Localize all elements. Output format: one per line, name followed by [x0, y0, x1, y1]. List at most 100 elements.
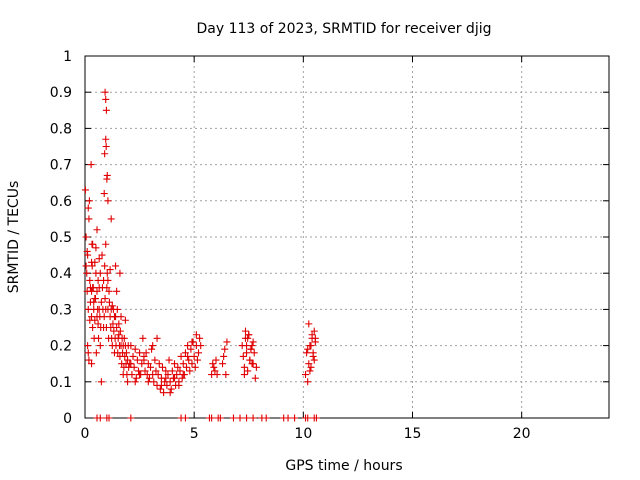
data-point	[92, 244, 100, 252]
data-point	[309, 349, 317, 357]
data-point	[148, 345, 156, 353]
data-point	[129, 352, 137, 360]
data-point	[88, 360, 96, 368]
data-point	[160, 389, 168, 397]
data-point	[311, 334, 319, 342]
data-point	[103, 171, 111, 179]
data-point	[153, 334, 161, 342]
data-point	[305, 320, 313, 328]
data-point	[302, 371, 310, 379]
data-point	[88, 287, 96, 295]
data-point	[304, 414, 312, 422]
data-point	[107, 324, 115, 331]
data-point	[305, 360, 313, 368]
x-tick-label: 20	[513, 426, 531, 442]
data-point	[100, 324, 108, 331]
data-point	[112, 262, 120, 270]
data-point	[102, 143, 110, 150]
data-point	[95, 334, 103, 342]
data-point	[87, 161, 95, 169]
data-point	[86, 316, 94, 324]
data-point	[173, 371, 181, 379]
data-point	[113, 324, 121, 331]
data-point	[107, 215, 115, 223]
data-point	[85, 215, 93, 223]
data-point	[190, 352, 198, 360]
data-point	[154, 371, 162, 379]
data-point	[178, 374, 186, 382]
data-point	[81, 186, 89, 194]
data-point	[85, 197, 93, 205]
data-point	[101, 262, 109, 270]
data-point	[105, 298, 113, 306]
data-point	[243, 414, 251, 422]
data-point	[127, 360, 135, 368]
y-tick-label: 0.6	[50, 194, 72, 210]
x-axis-label: GPS time / hours	[285, 458, 402, 474]
data-point	[306, 367, 314, 375]
data-point	[142, 349, 150, 357]
data-point	[179, 371, 187, 379]
data-point	[249, 360, 257, 368]
y-tick-label: 0.3	[50, 302, 72, 318]
data-point	[102, 95, 110, 103]
data-point	[248, 342, 256, 350]
data-point	[141, 367, 149, 375]
data-point	[96, 414, 104, 422]
y-tick-label: 0.5	[50, 230, 72, 246]
data-point	[98, 251, 106, 259]
data-point	[179, 360, 187, 368]
data-point	[130, 363, 138, 371]
x-tick-label: 0	[81, 426, 90, 442]
data-point	[174, 363, 182, 371]
data-point	[131, 378, 139, 386]
data-point	[167, 385, 175, 393]
data-point	[84, 349, 92, 357]
data-point	[83, 247, 91, 255]
data-point	[243, 349, 251, 357]
data-point	[134, 367, 142, 375]
data-point	[175, 381, 183, 389]
data-point	[96, 342, 104, 350]
data-point	[133, 356, 141, 364]
data-point	[168, 367, 176, 375]
data-point	[212, 356, 220, 364]
data-point	[181, 414, 189, 422]
data-point	[171, 360, 179, 368]
x-tick-label: 15	[404, 426, 422, 442]
data-point	[100, 313, 108, 321]
data-point	[120, 334, 128, 342]
data-point	[117, 313, 125, 321]
data-point	[303, 349, 311, 357]
data-point	[138, 360, 146, 368]
data-point	[245, 331, 253, 339]
data-point	[151, 356, 159, 364]
data-point	[240, 371, 248, 379]
data-point	[165, 356, 173, 364]
data-point	[183, 363, 191, 371]
data-point	[219, 360, 227, 368]
data-point	[102, 106, 110, 114]
data-point	[105, 414, 113, 422]
data-point	[184, 352, 192, 360]
data-point	[209, 360, 217, 368]
data-point	[116, 327, 124, 335]
data-point	[312, 414, 320, 422]
data-point	[310, 327, 318, 335]
data-point	[222, 371, 230, 379]
data-point	[244, 367, 252, 375]
data-point	[90, 298, 98, 306]
data-point	[284, 414, 292, 422]
data-point	[213, 371, 221, 379]
data-point	[307, 363, 315, 371]
data-point	[136, 349, 144, 357]
data-point	[191, 363, 199, 371]
y-tick-label: 0.7	[50, 158, 72, 174]
data-point	[103, 269, 111, 277]
data-point	[188, 360, 196, 368]
data-point	[94, 276, 102, 284]
data-point	[157, 381, 165, 389]
data-point	[110, 313, 118, 321]
data-point	[136, 371, 144, 379]
